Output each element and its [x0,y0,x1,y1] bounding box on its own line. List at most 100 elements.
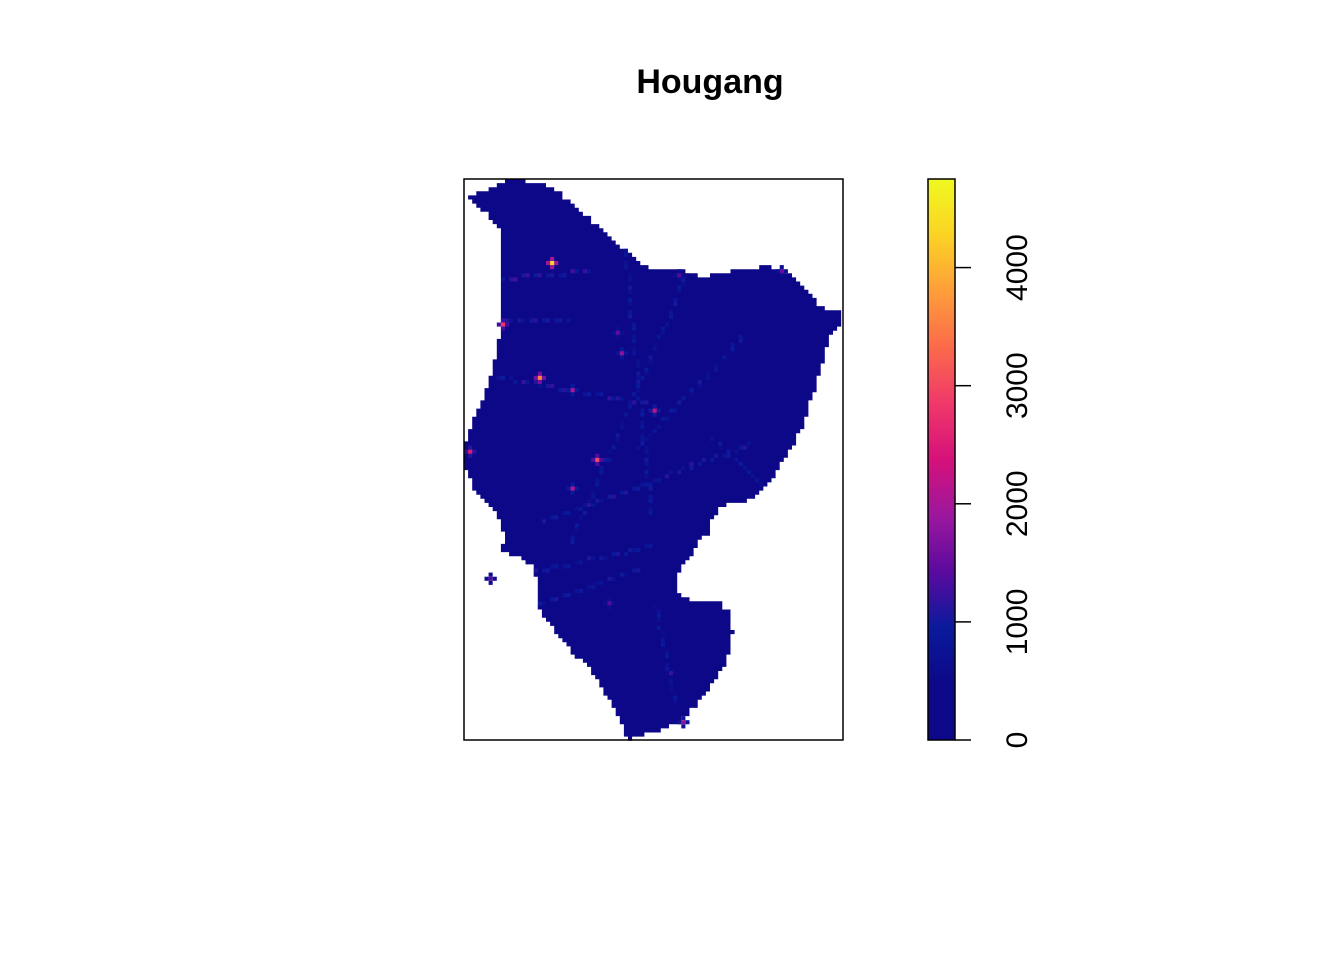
street-cell [656,334,661,339]
street-cell [714,367,719,372]
hotspot-halo-cell [615,334,620,339]
street-cell [587,584,592,589]
hotspot-halo-cell [570,490,575,495]
street-cell [591,494,596,499]
street-cell [509,277,514,282]
street-cell [636,384,641,389]
hotspot-cell [615,330,620,335]
street-cell [673,302,678,307]
street-cell [734,457,739,462]
street-cell [566,318,571,323]
street-cell [525,379,530,384]
street-cell [628,400,633,405]
street-cell [558,318,563,323]
street-cell [677,470,682,475]
street-cell [591,556,596,561]
street-cell [628,289,633,294]
street-cell [607,449,612,454]
street-cell [710,437,715,442]
street-cell [722,453,727,458]
hotspot-halo-cell [500,318,505,323]
hotspot-halo-cell [537,379,542,384]
street-cell [509,318,514,323]
colorbar-legend: 0 1000 2000 3000 4000 [927,178,1034,748]
street-cell [554,597,559,602]
street-cell [640,375,645,380]
street-cell [673,297,678,302]
street-cell [628,273,633,278]
street-cell [570,535,575,540]
hotspot-halo-cell [599,457,604,462]
street-cell [697,461,702,466]
street-cell [607,494,612,499]
street-cell [587,502,592,507]
street-cell [652,429,657,434]
street-cell [669,687,674,692]
street-cell [632,548,637,553]
street-cell [644,543,649,548]
street-cell [746,470,751,475]
street-cell [619,396,624,401]
street-cell [570,539,575,544]
street-cell [566,593,571,598]
hotspot-halo-cell [611,601,616,606]
hotspot-halo-cell [681,716,686,721]
street-cell [566,511,571,516]
street-cell [529,572,534,577]
street-cell [669,408,674,413]
hotspot-halo-cell [652,412,657,417]
street-cell [632,568,637,573]
street-cell [689,388,694,393]
hotspot-halo-cell [595,461,600,466]
street-cell [550,273,555,278]
street-cell [628,404,633,409]
hotspot-halo-cell [595,453,600,458]
hotspot-cell [488,576,493,581]
street-cell [640,441,645,446]
street-cell [611,576,616,581]
street-cell [644,437,649,442]
street-cell [509,375,514,380]
hotspot-halo-cell [488,572,493,577]
street-cell [628,314,633,319]
street-cell [599,392,604,397]
street-cell [640,482,645,487]
street-cell [619,572,624,577]
street-cell [648,543,653,548]
street-cell [632,347,637,352]
street-cell [648,511,653,516]
street-cell [726,453,731,458]
street-cell [718,441,723,446]
street-cell [701,457,706,462]
hotspot-halo-cell [574,388,579,393]
street-cell [615,437,620,442]
street-cell [648,507,653,512]
street-cell [644,371,649,376]
street-cell [632,351,637,356]
street-cell [632,322,637,327]
colorbar-tick-label: 3000 [1001,352,1034,419]
hotspot-halo-cell [775,269,780,274]
hotspot-halo-cell [570,384,575,389]
street-cell [562,593,567,598]
street-cell [689,461,694,466]
street-cell [623,248,628,253]
street-cell [533,379,538,384]
street-cell [615,552,620,557]
hotspot-halo-cell [574,486,579,491]
street-cell [669,683,674,688]
hotspot-layer [464,256,788,729]
street-cell [660,330,665,335]
street-cell [578,515,583,520]
hotspot-halo-cell [677,277,682,282]
street-cell [648,359,653,364]
street-cell [550,564,555,569]
street-cell [669,310,674,315]
street-cell [628,297,633,302]
street-cell [648,433,653,438]
street-cell [537,273,542,278]
street-cell [648,355,653,360]
hotspot-cell [500,322,505,327]
hotspot-halo-cell [783,269,788,274]
street-cell [554,318,559,323]
